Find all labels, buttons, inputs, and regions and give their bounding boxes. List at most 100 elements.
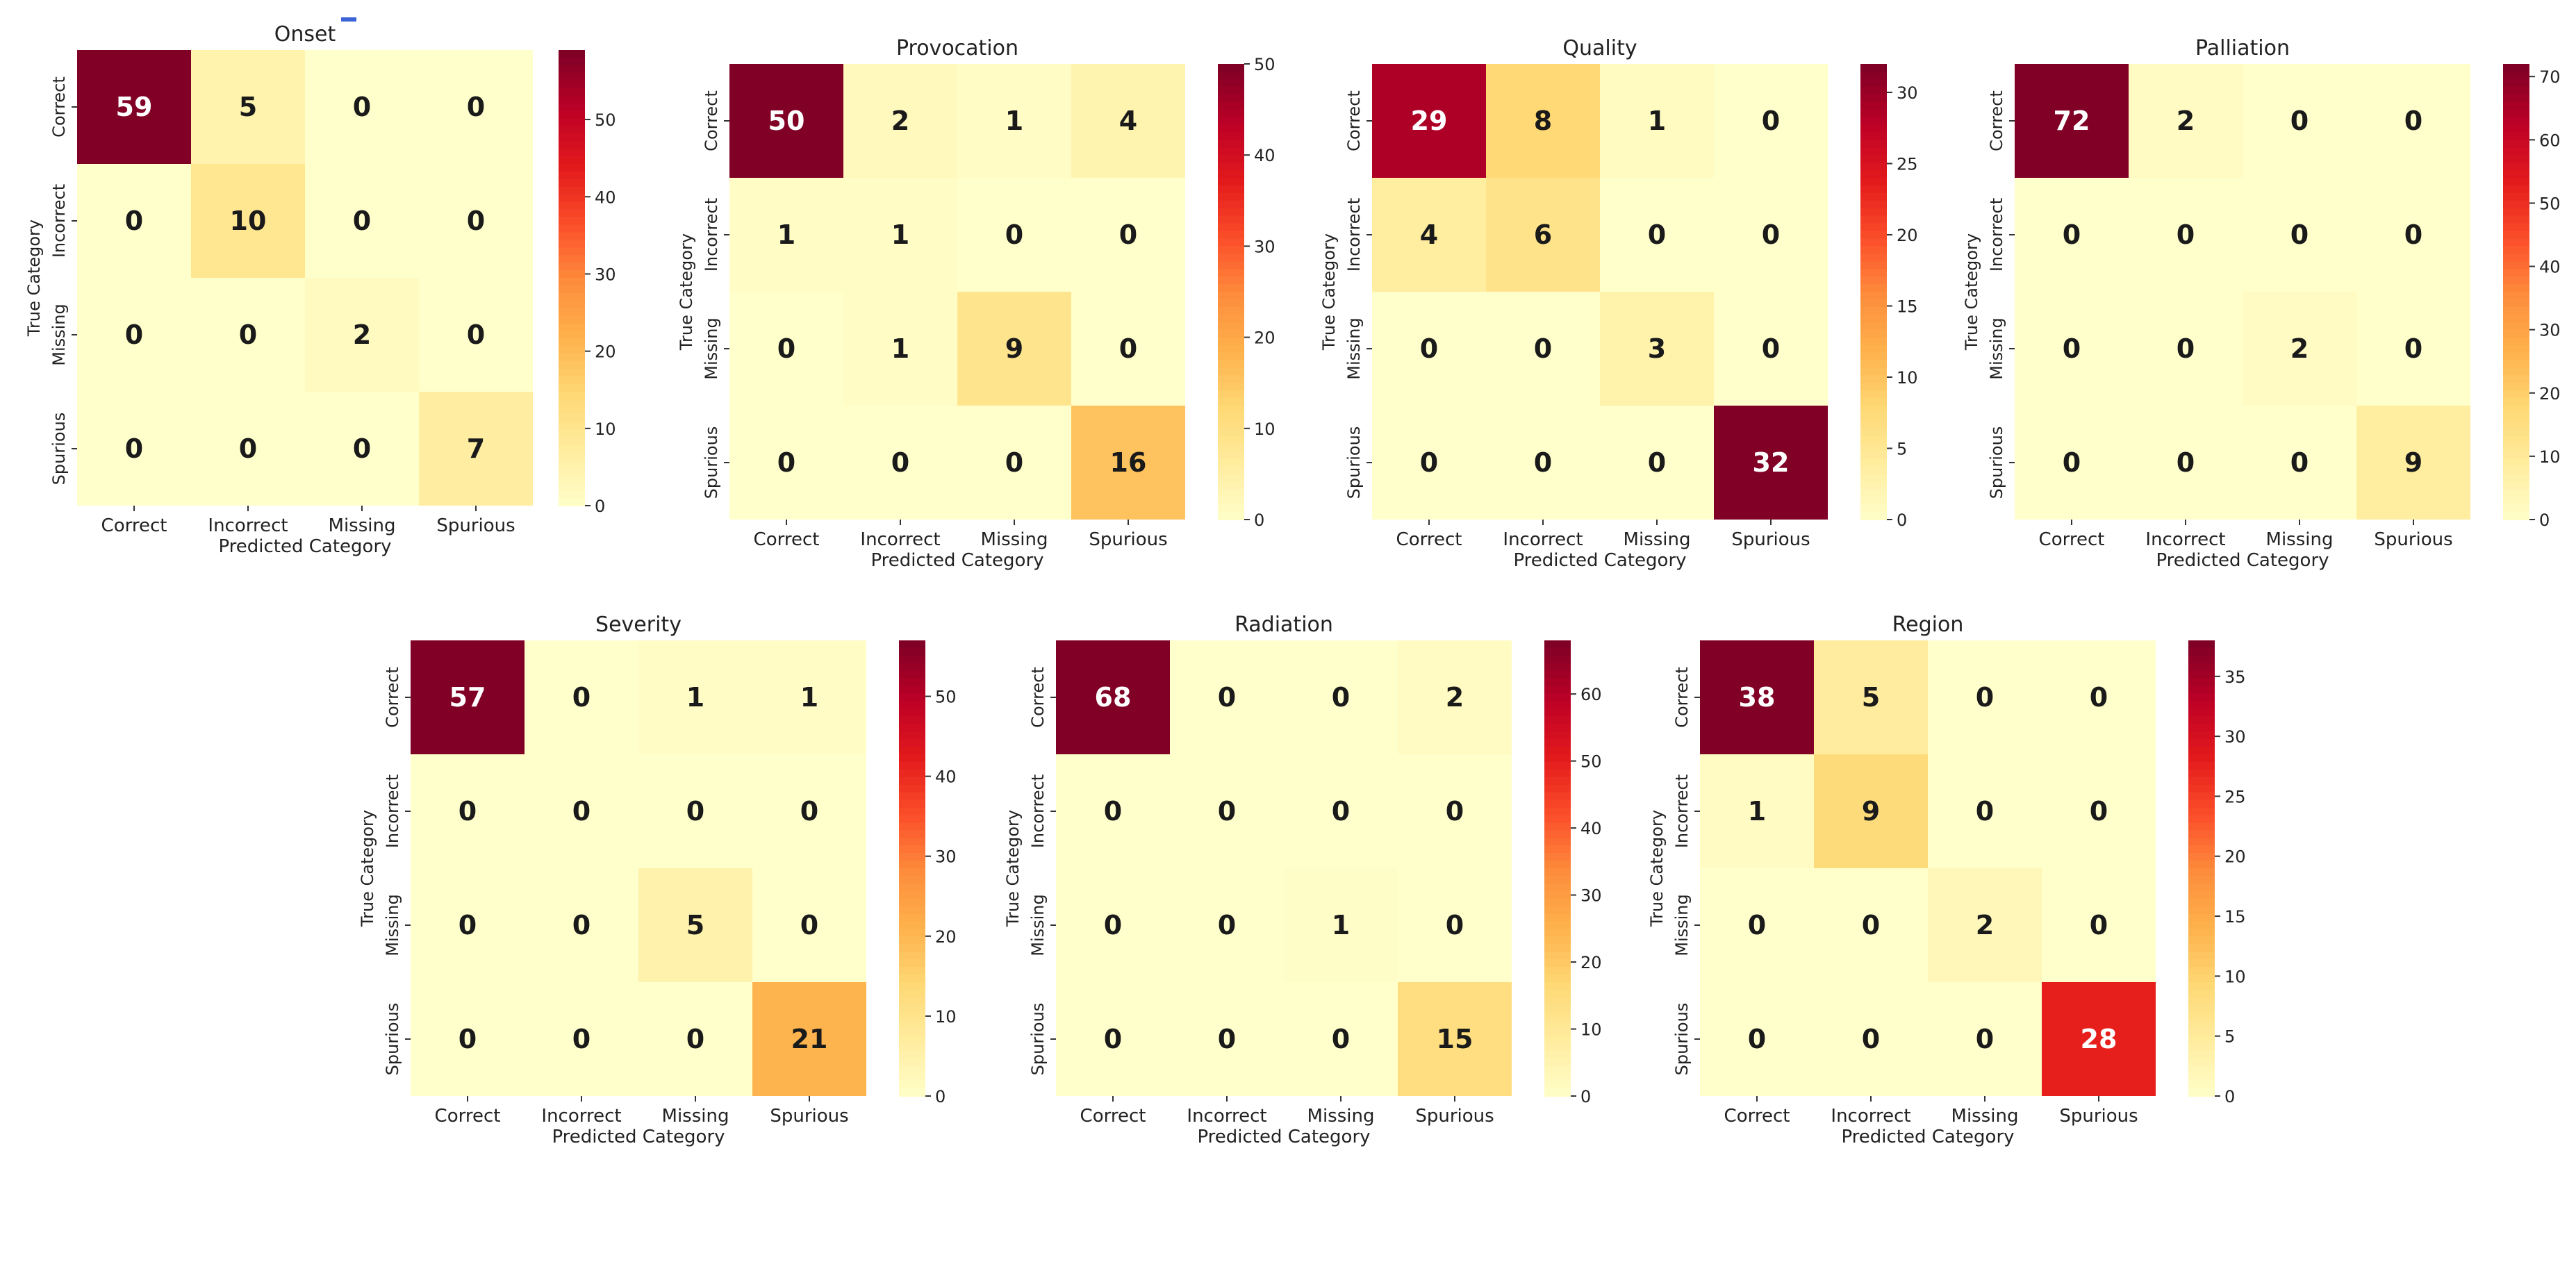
colorbar-segment: [2503, 458, 2529, 467]
colorbar-segment: [1544, 1088, 1571, 1097]
heatmap-cell: [1056, 640, 1170, 754]
colorbar-segment: [1860, 443, 1887, 452]
heatmap-cell: [638, 640, 752, 754]
colorbar-segment: [1860, 94, 1887, 103]
y-tick-label: Missing: [1987, 317, 2006, 380]
colorbar-segment: [559, 445, 585, 454]
colorbar-segment: [1544, 663, 1571, 672]
colorbar-segment: [1544, 1073, 1571, 1082]
heatmap-cell: [1700, 982, 1814, 1096]
colorbar-segment: [2503, 117, 2529, 126]
colorbar-segment: [559, 422, 585, 431]
cell-value-label: 59: [116, 92, 153, 122]
cell-value-label: 0: [1976, 796, 1994, 827]
colorbar-segment: [899, 754, 925, 763]
colorbar-segment: [559, 118, 585, 127]
heatmap-cell: [752, 754, 866, 868]
x-tick-label: Incorrect: [1831, 1106, 1910, 1127]
colorbar-tick-label: 40: [1580, 819, 1602, 838]
heatmap-cell: [2243, 64, 2356, 178]
colorbar-segment: [2503, 185, 2529, 194]
cell-value-label: 0: [2177, 447, 2195, 478]
colorbar-segment: [899, 1065, 925, 1074]
colorbar-segment: [559, 50, 585, 58]
colorbar-segment: [559, 224, 585, 233]
colorbar-segment: [2188, 936, 2215, 945]
colorbar-segment: [2503, 512, 2529, 520]
colorbar-segment: [1218, 504, 1244, 513]
colorbar-segment: [1860, 71, 1887, 80]
colorbar-segment: [2503, 428, 2529, 437]
colorbar-segment: [559, 437, 585, 446]
colorbar-segment: [1860, 147, 1887, 156]
colorbar-segment: [899, 784, 925, 793]
colorbar-segment: [2188, 777, 2215, 786]
colorbar-segment: [2503, 406, 2529, 414]
colorbar-tick-label: 50: [595, 110, 616, 130]
colorbar-segment: [899, 944, 925, 953]
colorbar-segment: [2503, 329, 2529, 338]
colorbar-segment: [559, 209, 585, 218]
colorbar-segment: [1544, 769, 1571, 778]
colorbar-segment: [2503, 132, 2529, 141]
colorbar-segment: [2188, 974, 2215, 983]
heatmap-cell: [1398, 982, 1512, 1096]
colorbar-segment: [1860, 163, 1887, 172]
colorbar-segment: [1218, 238, 1244, 247]
heatmap-cell: [752, 640, 866, 754]
colorbar-segment: [2503, 481, 2529, 490]
colorbar-segment: [2503, 420, 2529, 429]
colorbar-tick-label: 50: [1254, 55, 1275, 74]
cell-value-label: 1: [1332, 910, 1350, 940]
colorbar-segment: [1544, 853, 1571, 862]
colorbar-segment: [1860, 322, 1887, 331]
cell-value-label: 0: [239, 433, 257, 464]
colorbar-segment: [559, 80, 585, 89]
colorbar-tick-label: 10: [595, 420, 616, 439]
colorbar-segment: [1860, 132, 1887, 141]
y-tick-label: Missing: [1672, 894, 1692, 956]
colorbar-segment: [1544, 875, 1571, 884]
cell-value-label: 0: [1762, 333, 1780, 364]
heatmap-cell: [2015, 178, 2129, 292]
y-tick-label: Correct: [702, 90, 721, 151]
cell-value-label: 0: [1218, 1024, 1236, 1054]
colorbar-segment: [899, 647, 925, 656]
colorbar-segment: [899, 701, 925, 710]
colorbar-segment: [1544, 1081, 1571, 1090]
colorbar-segment: [2188, 875, 2215, 884]
heatmap-cell: [1486, 178, 1600, 292]
colorbar-tick-label: 70: [2539, 67, 2561, 87]
chart-title: Radiation: [1235, 613, 1333, 637]
cell-value-label: 72: [2054, 106, 2090, 136]
colorbar-segment: [1860, 215, 1887, 224]
heatmap-cell: [1284, 982, 1398, 1096]
colorbar-segment: [1218, 375, 1244, 384]
colorbar-segment: [899, 739, 925, 748]
colorbar-segment: [2188, 913, 2215, 922]
colorbar-segment: [1544, 1027, 1571, 1036]
colorbar-segment: [2188, 1043, 2215, 1052]
y-tick-label: Correct: [1672, 667, 1692, 728]
colorbar-segment: [1544, 724, 1571, 733]
cell-value-label: 0: [2404, 219, 2422, 250]
colorbar-segment: [2188, 769, 2215, 778]
colorbar-segment: [2188, 982, 2215, 990]
colorbar-segment: [2188, 1081, 2215, 1090]
colorbar-segment: [1218, 109, 1244, 118]
cell-value-label: 6: [1534, 219, 1552, 250]
colorbar-segment: [1860, 360, 1887, 369]
colorbar-segment: [559, 201, 585, 210]
colorbar-segment: [1218, 223, 1244, 232]
cell-value-label: 0: [459, 796, 477, 827]
colorbar-segment: [559, 110, 585, 119]
cell-value-label: 4: [1119, 106, 1137, 136]
heatmap-cell: [1398, 640, 1512, 754]
colorbar-segment: [1544, 929, 1571, 938]
heatmap-cell: [2129, 292, 2243, 406]
heatmap-cell: [1056, 754, 1170, 868]
colorbar-segment: [1544, 739, 1571, 748]
colorbar-segment: [2503, 451, 2529, 460]
colorbar-segment: [2503, 261, 2529, 270]
